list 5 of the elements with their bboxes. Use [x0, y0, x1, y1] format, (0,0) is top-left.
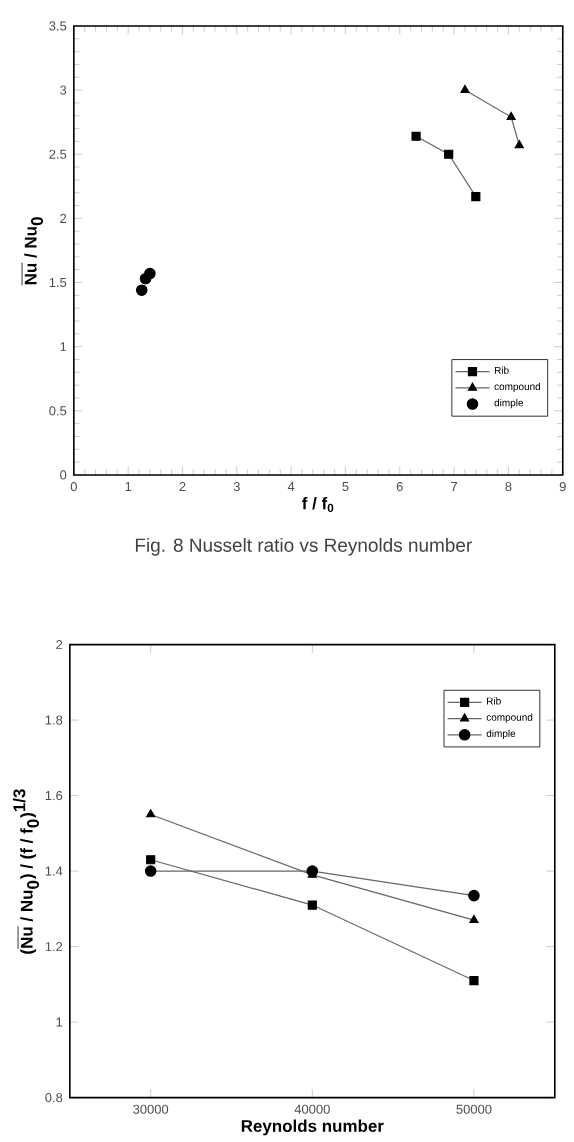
x-axis-title: f / f$_{0}$	[302, 496, 334, 513]
caption: Fig. 8 Nusselt ratio vs Reynolds number	[136, 537, 473, 556]
x-axis-title: Reynolds number	[242, 1119, 385, 1136]
y-axis-title: $\overline{\textbf{Nu}}\textbf{ / Nu}_{\textbf{0}}$	[22, 217, 44, 286]
y-axis-title: $\textbf{(}\overline{\textbf{Nu}}\textbf{ / Nu}_{\textbf{0}}\textbf{) / (f / f}_{\textbf{0}}\textbf{)}^{\textbf{1/3}}$	[13, 789, 40, 954]
